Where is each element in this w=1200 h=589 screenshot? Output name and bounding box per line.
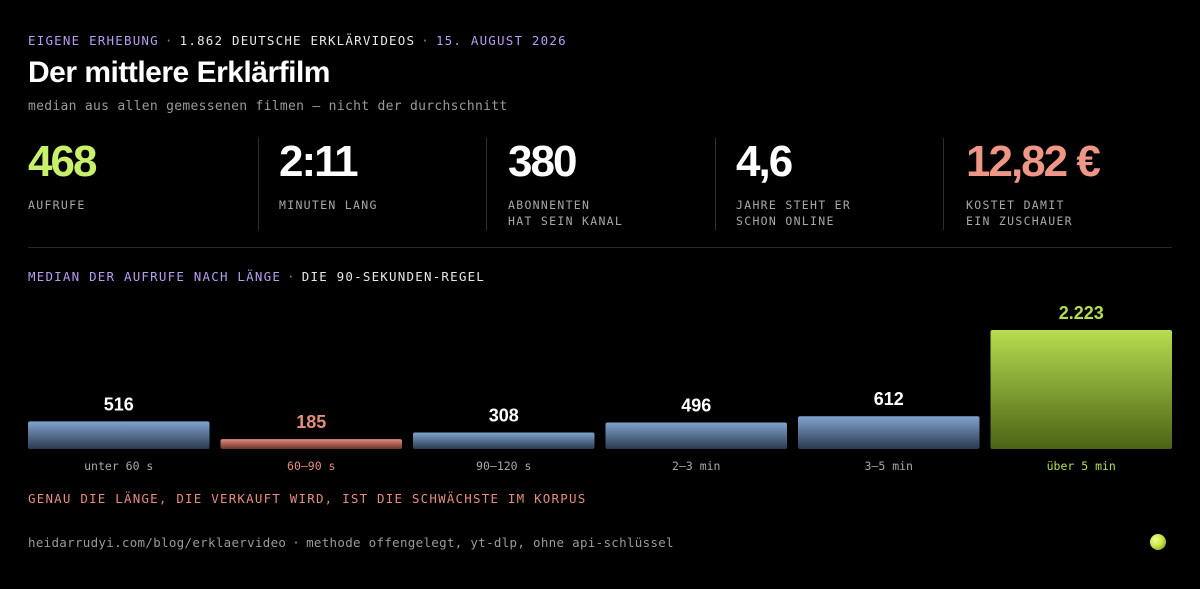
kicker-source: EIGENE ERHEBUNG <box>28 33 159 48</box>
kicker-count: 1.862 DEUTSCHE ERKLÄRVIDEOS <box>179 33 416 48</box>
chart-subtitle: DIE 90-SEKUNDEN-REGEL <box>301 269 486 284</box>
bar-value-label: 516 <box>104 394 134 414</box>
bar-1 <box>220 439 402 449</box>
bar-value-label: 2.223 <box>1059 303 1104 323</box>
footer: heidarrudyi.com/blog/erklaervideo · method… <box>28 535 674 550</box>
kicker-separator: · <box>421 33 430 48</box>
chart-heading: MEDIAN DER AUFRUFE NACH LÄNGE · DIE 90-SEK… <box>28 269 485 284</box>
bar-2 <box>413 432 595 449</box>
footer-method: methode offengelegt, yt-dlp, ohne api-sc… <box>306 535 674 550</box>
stat-value: 468 <box>28 137 97 186</box>
bar-chart: 516 unter 60 s 185 60–90 s 308 90–120 s 496 2–3… <box>28 303 1172 473</box>
bar-4 <box>798 416 980 449</box>
stat-label: ABONNENTEN HAT SEIN KANAL <box>508 198 624 228</box>
bar-value-label: 185 <box>296 412 326 432</box>
stat-label: JAHRE STEHT ER SCHON ONLINE <box>736 198 852 228</box>
stat-divider <box>486 138 487 230</box>
category-label: 2–3 min <box>672 459 720 473</box>
stat-divider <box>715 138 716 230</box>
page-title: Der mittlere Erklärfilm <box>28 56 330 89</box>
bar-value-label: 308 <box>489 406 519 426</box>
category-label: über 5 min <box>1047 459 1116 473</box>
bar-value-label: 496 <box>681 395 711 415</box>
footer-separator: · <box>292 535 301 550</box>
section-divider <box>28 247 1172 248</box>
stat-divider <box>258 138 259 230</box>
stat-value: 2:11 <box>279 137 359 186</box>
bar-0 <box>28 421 210 449</box>
stat-duration: 2:11 MINUTEN LANG <box>279 138 378 230</box>
stat-cost-per-viewer: 12,82 € KOSTET DAMIT EIN ZUSCHAUER <box>966 137 1101 230</box>
stat-views: 468 AUFRUFE <box>28 137 97 230</box>
stat-label: KOSTET DAMIT EIN ZUSCHAUER <box>966 198 1073 228</box>
stat-years-online: 4,6 JAHRE STEHT ER SCHON ONLINE <box>736 138 851 230</box>
stat-label: MINUTEN LANG <box>279 198 378 212</box>
category-label: unter 60 s <box>84 459 153 473</box>
ball-icon <box>1150 534 1166 550</box>
stat-subscribers: 380 ABONNENTEN HAT SEIN KANAL <box>508 138 623 230</box>
footer-url[interactable]: heidarrudyi.com/blog/erklaervideo <box>28 535 287 550</box>
stat-value: 4,6 <box>736 137 793 186</box>
bar-5 <box>990 330 1172 449</box>
chart-heading-separator: · <box>287 269 296 284</box>
category-label: 3–5 min <box>865 459 913 473</box>
category-label: 60–90 s <box>287 459 335 473</box>
stat-value: 12,82 € <box>966 137 1101 186</box>
chart-title: MEDIAN DER AUFRUFE NACH LÄNGE <box>28 269 282 284</box>
kicker-separator: · <box>164 33 174 48</box>
stat-label: AUFRUFE <box>28 198 86 212</box>
kicker: EIGENE ERHEBUNG · 1.862 DEUTSCHE ERKLÄRVID… <box>28 33 567 48</box>
bar-value-label: 612 <box>874 389 904 409</box>
stat-divider <box>943 138 944 230</box>
chart-note: GENAU DIE LÄNGE, DIE VERKAUFT WIRD, IST … <box>28 491 587 506</box>
category-label: 90–120 s <box>476 459 531 473</box>
kicker-date: 15. AUGUST 2026 <box>435 33 567 48</box>
bar-3 <box>605 422 787 449</box>
page-subtitle: median aus allen gemessenen filmen — nic… <box>28 99 508 114</box>
stat-value: 380 <box>508 137 577 186</box>
